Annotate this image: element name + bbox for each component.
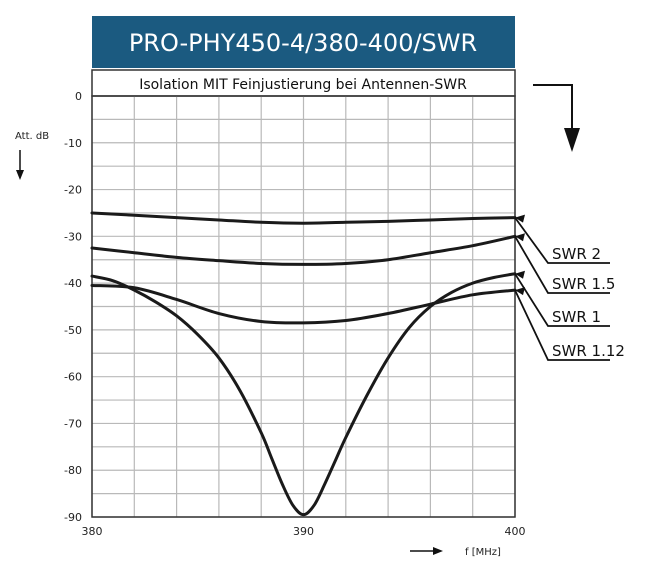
y-tick-label: -40 [64, 277, 82, 290]
x-tick-label: 380 [82, 525, 103, 538]
legend-item: SWR 2 [514, 214, 610, 264]
grid [91, 95, 516, 518]
series-line-swr-1 [90, 272, 517, 517]
y-axis-label: Att. dB [15, 131, 49, 142]
legend-item: SWR 1.5 [514, 233, 615, 294]
y-tick-label: -80 [64, 464, 82, 477]
legend-label: SWR 1.12 [552, 342, 625, 360]
y-tick-label: -90 [64, 511, 82, 524]
x-tick-label: 390 [293, 525, 314, 538]
y-tick-label: -30 [64, 230, 82, 243]
down-arrow-icon [533, 84, 580, 152]
series-line-swr-1-12 [90, 283, 517, 325]
legend-item: SWR 1.12 [514, 287, 625, 361]
x-axis-label: f [MHz] [465, 547, 501, 558]
x-tick-labels: 380 390 400 [82, 525, 526, 538]
legend: SWR 2 SWR 1.5 SWR 1 SWR 1.12 [514, 214, 625, 361]
chart-title: PRO-PHY450-4/380-400/SWR [129, 29, 477, 57]
legend-label: SWR 1 [552, 308, 601, 326]
y-tick-label: -50 [64, 324, 82, 337]
y-axis-arrow-icon [16, 150, 24, 180]
y-tick-label: -70 [64, 417, 82, 430]
y-tick-label: 0 [75, 90, 82, 103]
legend-arrowhead [515, 270, 525, 279]
legend-arrowhead [515, 233, 525, 242]
legend-arrowhead [515, 287, 525, 296]
series-line-swr-2 [90, 211, 517, 225]
legend-arrowhead [515, 214, 525, 223]
legend-pointer [514, 273, 610, 327]
subtitle-box [91, 69, 516, 97]
y-tick-labels: 0 -10 -20 -30 -40 -50 -60 -70 -80 -90 [64, 90, 82, 524]
series-lines [90, 211, 517, 517]
plot-frame [91, 95, 516, 518]
y-tick-label: -60 [64, 371, 82, 384]
chart-subtitle: Isolation MIT Feinjustierung bei Antenne… [139, 77, 467, 93]
legend-label: SWR 1.5 [552, 275, 615, 293]
y-tick-label: -20 [64, 184, 82, 197]
y-tick-label: -10 [64, 137, 82, 150]
series-line-swr-1-5 [90, 234, 517, 266]
legend-pointer [514, 289, 610, 361]
x-axis-arrow-icon [410, 547, 443, 555]
legend-pointer [514, 235, 610, 294]
legend-item: SWR 1 [514, 270, 610, 327]
legend-label: SWR 2 [552, 245, 601, 263]
title-banner [92, 16, 515, 68]
legend-pointer [514, 217, 610, 264]
x-tick-label: 400 [505, 525, 526, 538]
